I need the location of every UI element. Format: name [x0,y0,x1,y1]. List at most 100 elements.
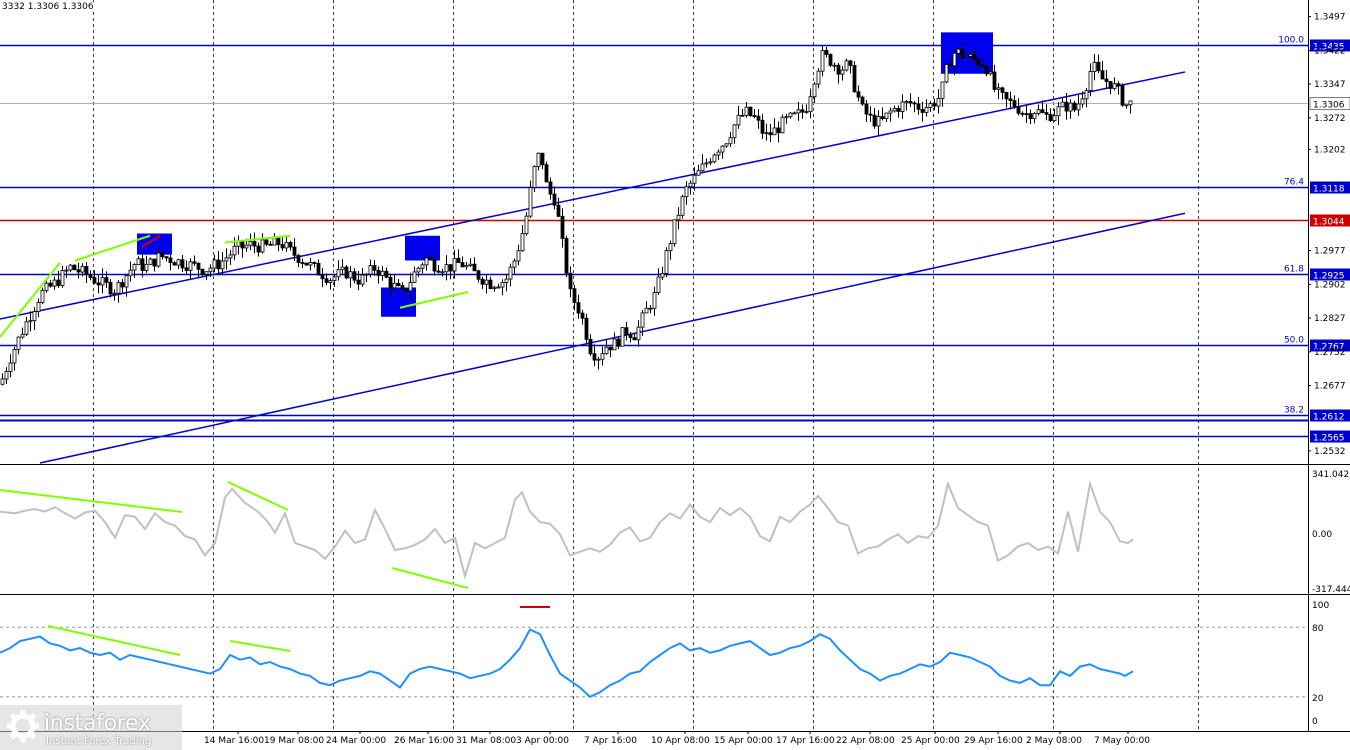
candle-body [712,154,717,163]
candle-body [676,214,681,221]
candle [252,232,257,254]
candle [900,94,905,119]
candle [324,273,329,286]
candle [936,89,941,114]
candle-body [880,116,885,120]
candle-body [828,54,833,66]
candle-body [540,152,545,166]
candle [1104,69,1109,89]
price-tick-label: 1.3272 [1314,114,1346,124]
candle-body [1040,109,1045,113]
candle [1024,104,1029,124]
rsi-tick-label: 100 [1312,601,1329,611]
price-tick-label: 1.2827 [1314,314,1346,324]
candle-body [1080,98,1085,105]
candle [128,261,133,282]
candle [988,67,993,76]
candle-body [760,119,765,134]
candle [652,286,657,316]
candle [1128,100,1133,114]
candle-body [668,243,673,252]
candle [64,266,69,278]
candle-body [672,219,677,245]
candle-body [1068,102,1073,112]
candle [828,53,833,68]
candle-body [632,337,637,341]
candle [884,112,889,123]
candle [1020,111,1025,117]
candle [864,99,869,123]
candle [696,164,701,176]
current-price-label: 1.3306 [1313,101,1345,111]
candle [576,294,581,319]
fib-label: 61.8 [1284,265,1304,275]
candle [804,104,809,114]
candle [1016,98,1021,116]
candle [36,298,41,317]
candle-body [28,320,33,323]
candle [396,278,401,287]
candle-body [284,241,289,249]
candle [796,101,801,121]
candle [56,270,61,288]
candle-body [928,103,933,108]
rsi-tick-label: 80 [1312,624,1324,634]
candle-body [292,246,297,256]
candle-body [324,278,329,283]
candle-body [824,49,829,55]
candle-body [580,312,585,319]
candle [260,233,265,254]
candle-body [8,362,13,372]
candle-body [312,262,317,264]
candle-body [60,270,65,286]
candle [228,249,233,265]
candle [1108,81,1113,95]
current-price-tag [1309,97,1350,110]
candle [328,278,333,290]
candle [596,356,601,370]
candle [880,107,885,121]
candle-body [44,282,49,291]
candle [824,46,829,58]
candle-body [216,259,221,270]
candle-body [168,257,173,264]
candle-body [648,307,653,310]
candle-body [708,161,713,164]
candle [40,287,45,305]
candle [872,107,877,129]
candle [996,83,1001,100]
level-price-label: 1.2767 [1313,343,1345,353]
cci-divergence-line [0,489,183,513]
candle [412,266,417,283]
level-price-label: 1.3435 [1313,43,1345,53]
highlight-boxes [137,32,993,317]
signal-box [137,233,172,255]
candle [1064,93,1069,120]
candle-body [356,279,361,285]
candle-body [288,241,293,248]
candle-body [872,114,877,127]
candle-body [516,250,521,262]
divergence-line [399,291,469,309]
candle-body [440,271,445,274]
level-price-tag [1310,181,1350,194]
candle-body [1028,113,1033,120]
candle-body [124,275,129,288]
candle [224,248,229,270]
candle-body [240,241,245,249]
candle [204,271,209,281]
candle [568,266,573,298]
candle-body [300,262,305,264]
candle-body [600,353,605,360]
candle-body [1112,83,1117,89]
candle [256,242,261,257]
candle-body [332,276,337,281]
candle [984,64,989,77]
candle [1036,104,1041,116]
candle-body [24,321,29,335]
time-tick-label: 19 Mar 08:00 [264,736,324,746]
candle [400,282,405,292]
candle-body [908,100,913,104]
candle-body [392,282,397,289]
candle-body [728,137,733,145]
